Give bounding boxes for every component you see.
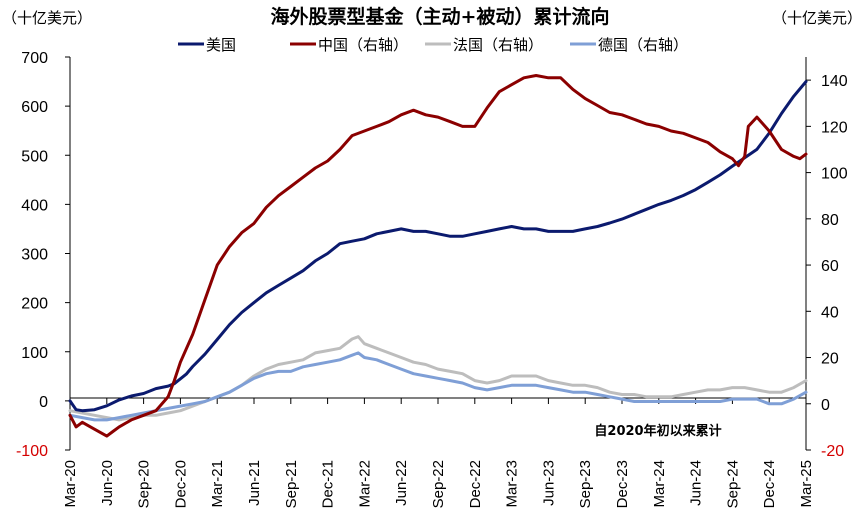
left-tick-label: 100	[21, 345, 48, 362]
x-tick-label: Sep-22	[430, 460, 447, 508]
x-tick-label: Mar-20	[62, 460, 79, 508]
x-tick-label: Mar-24	[651, 460, 668, 508]
left-unit-label: （十亿美元）	[2, 9, 92, 27]
right-tick-label: 120	[821, 119, 848, 136]
left-tick-label: 600	[21, 99, 48, 116]
chart-title: 海外股票型基金（主动+被动）累计流向	[271, 5, 610, 28]
left-tick-label: 200	[21, 296, 48, 313]
right-tick-label: 20	[821, 351, 839, 368]
series-lines	[68, 74, 808, 438]
right-tick-label: 40	[821, 304, 839, 321]
left-tick-label: 500	[21, 148, 48, 165]
x-tick-label: Dec-20	[172, 460, 189, 508]
legend-label: 中国（右轴）	[318, 36, 408, 54]
right-tick-label: 0	[821, 397, 830, 414]
left-tick-label: 300	[21, 247, 48, 264]
right-y-ticks: -20 0 20 40 60 80 100 120 140	[806, 73, 848, 460]
right-tick-label: 100	[821, 166, 848, 183]
x-tick-label: Jun-24	[688, 460, 705, 506]
legend-label: 美国	[206, 36, 236, 54]
x-tick-label: Sep-23	[577, 460, 594, 508]
x-tick-label: Jun-21	[246, 460, 263, 506]
x-tick-label: Dec-24	[761, 460, 778, 508]
legend: 美国 中国（右轴） 法国（右轴） 德国（右轴）	[178, 36, 688, 54]
series-line-2	[68, 335, 808, 422]
x-tick-label: Sep-24	[724, 460, 741, 508]
series-line-3	[68, 351, 808, 422]
left-tick-label: 0	[39, 394, 48, 411]
x-tick-label: Mar-21	[209, 460, 226, 508]
x-tick-label: Dec-21	[320, 460, 337, 508]
right-tick-label: -20	[821, 443, 844, 460]
x-tick-label: Jun-20	[99, 460, 116, 506]
x-tick-label: Mar-22	[356, 460, 373, 508]
series-line-0	[68, 80, 808, 413]
x-tick-label: Sep-20	[136, 460, 153, 508]
x-tick-label: Dec-22	[467, 460, 484, 508]
left-y-ticks: -100 0 100 200 300 400 500 600 700	[16, 50, 70, 460]
right-unit-label: （十亿美元）	[772, 9, 862, 27]
x-tick-label: Mar-25	[798, 460, 815, 508]
x-tick-label: Sep-21	[283, 460, 300, 508]
left-tick-label: -100	[16, 443, 48, 460]
left-tick-label: 400	[21, 197, 48, 214]
x-ticks: Mar-20 Jun-20 Sep-20 Dec-20 Mar-21 Jun-21 Sep-…	[62, 398, 815, 508]
x-tick-label: Jun-22	[393, 460, 410, 506]
legend-label: 法国（右轴）	[453, 36, 543, 54]
x-tick-label: Mar-23	[504, 460, 521, 508]
right-tick-label: 60	[821, 258, 839, 275]
right-tick-label: 80	[821, 212, 839, 229]
x-tick-label: Jun-23	[540, 460, 557, 506]
right-tick-label: 140	[821, 73, 848, 90]
left-tick-label: 700	[21, 50, 48, 67]
series-line-1	[68, 74, 808, 438]
chart-note: 自2020年初以来累计	[594, 423, 721, 439]
x-tick-label: Dec-23	[614, 460, 631, 508]
legend-label: 德国（右轴）	[598, 36, 688, 54]
